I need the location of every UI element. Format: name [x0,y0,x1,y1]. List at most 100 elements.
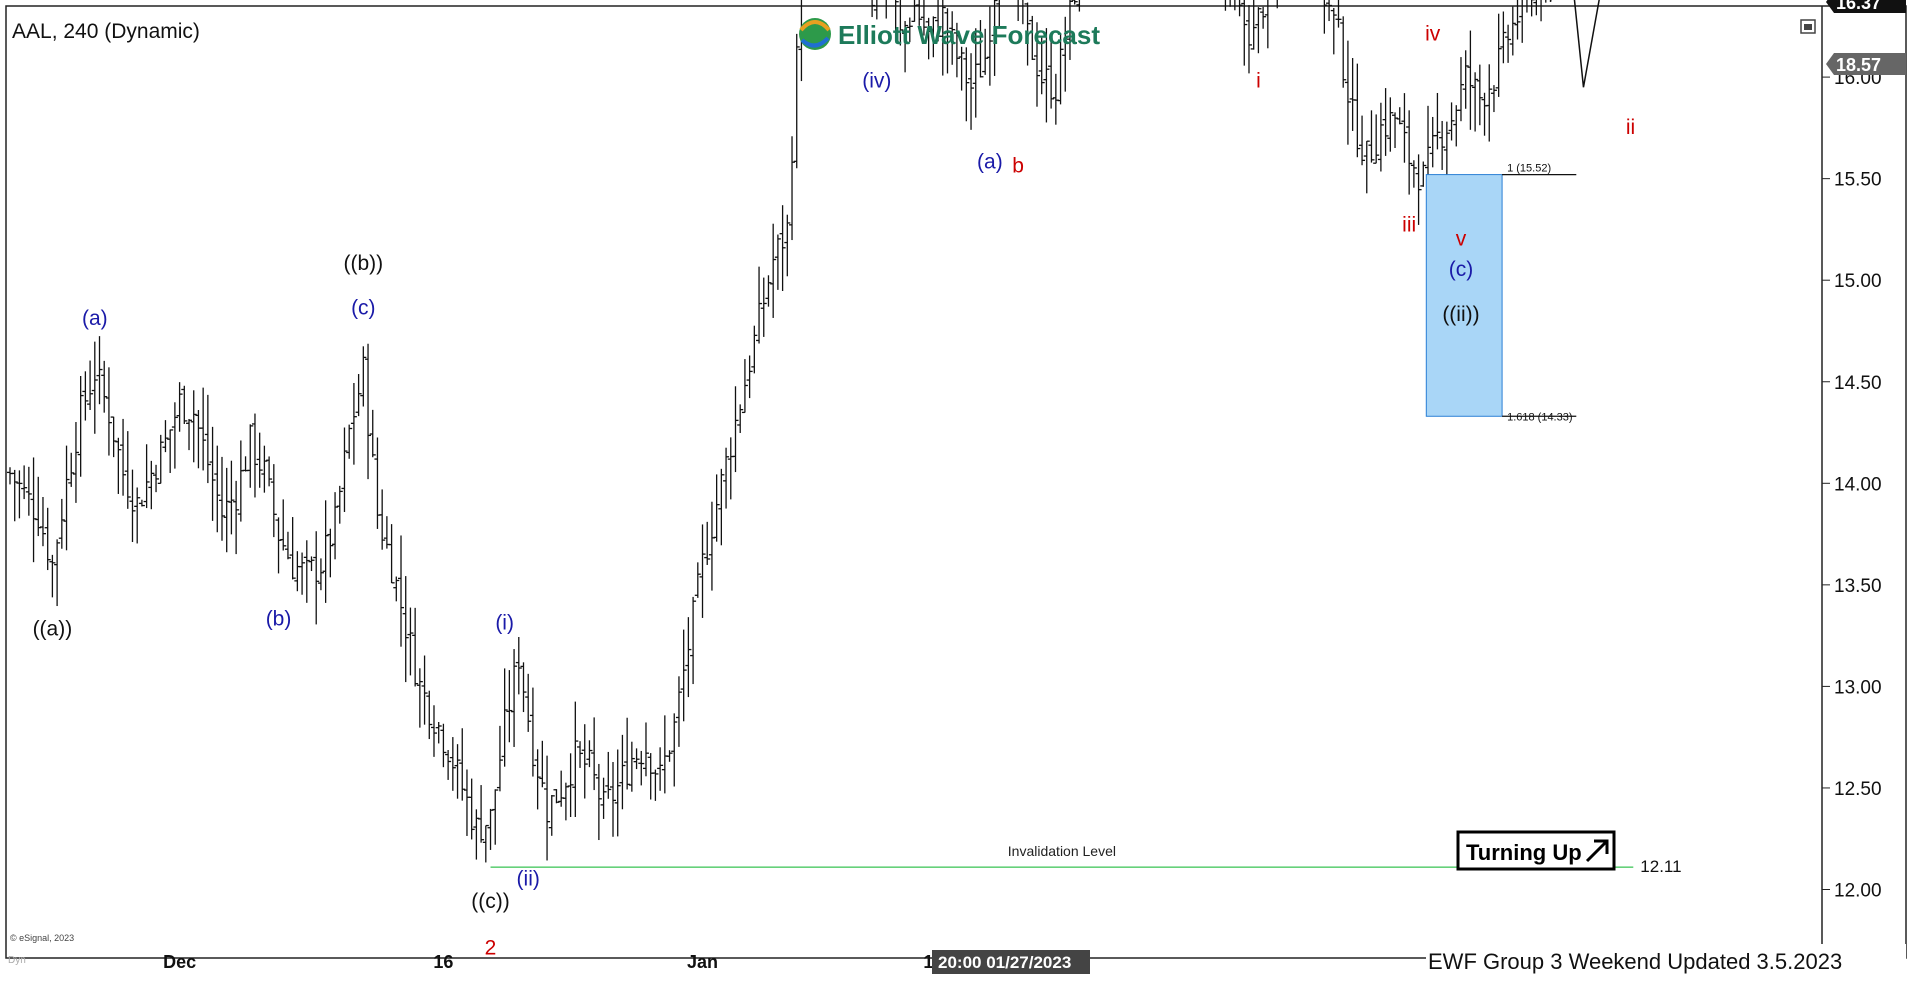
footer-note-text: EWF Group 3 Weekend Updated 3.5.2023 [1428,949,1842,974]
ohlc-bar [200,387,207,471]
ohlc-bar [1330,7,1337,55]
ohlc-bar [214,445,221,533]
ohlc-bar [1238,0,1243,17]
wave-label: ((a)) [33,618,73,641]
ohlc-bar [567,753,574,818]
ohlc-bar [16,470,23,519]
ohlc-bar [515,636,522,695]
ohlc-bar [299,552,306,595]
ohlc-bar [798,0,803,82]
wave-label: (ii) [517,867,540,890]
price-tag-last-value: 16.37 [1836,0,1881,13]
ohlc-bar [482,824,489,863]
ohlc-bar [958,46,965,91]
ohlc-bar [327,528,334,578]
ohlc-bar [871,0,876,18]
y-tick-label: 13.50 [1834,576,1882,597]
ohlc-bar [360,346,367,407]
ohlc-bar [393,576,400,602]
fib-lower-label: 1.618 (14.33) [1507,411,1572,423]
ohlc-bar [379,489,386,550]
ohlc-bar [511,649,518,747]
ohlc-bar [614,749,621,837]
y-tick-label: 14.50 [1834,373,1882,394]
ohlc-bar [902,21,909,73]
ohlc-bar [96,336,103,405]
turning-up-badge: Turning Up [1456,830,1616,871]
ohlc-bar [58,498,65,549]
copyright-text: © eSignal, 2023 [10,933,74,943]
ohlc-bar [332,492,339,560]
brand-logo: Elliott Wave Forecast [799,18,1100,50]
ohlc-bar [671,713,678,787]
ohlc-bar [1022,0,1024,25]
ohlc-bar [303,540,310,603]
ohlc-bar [157,434,164,485]
ohlc-bar [600,777,607,819]
ohlc-bar [873,0,878,20]
ohlc-bar [553,789,560,804]
ohlc-bar [138,499,145,507]
ohlc-bar [134,487,141,544]
ohlc-bar [944,8,951,74]
ohlc-bar [388,524,395,584]
ohlc-bar [317,558,324,591]
ohlc-bar [275,517,282,574]
ohlc-bar [1340,16,1347,88]
ohlc-bar [765,275,772,307]
ohlc-bar [906,17,913,43]
ohlc-bar [529,687,536,777]
ohlc-bar [1043,28,1050,123]
ohlc-bar [1066,0,1073,60]
ohlc-bar [407,607,414,676]
y-axis-ticks: 12.00 12.50 13.00 13.50 14.00 14.50 15.00 15.50… [1822,68,1882,902]
ohlc-bar [308,556,315,572]
invalidation-level: Invalidation Level 12.11 [490,843,1682,876]
ohlc-bar [416,668,423,728]
ohlc-bar [1472,72,1479,132]
ohlc-bar [751,325,758,374]
ohlc-bar [412,607,419,687]
ohlc-bar [1406,110,1413,195]
ohlc-bar [642,722,649,777]
ohlc-bar [176,382,183,432]
ohlc-bar [440,723,447,768]
ohlc-bar [1029,15,1036,60]
ohlc-bar [1490,85,1497,113]
ohlc-bar [899,0,904,46]
ohlc-bar [1344,40,1351,145]
ohlc-bar [68,452,75,487]
x-tick-label: Jan [687,952,718,972]
ohlc-bar [685,617,692,698]
ohlc-bar [171,402,178,469]
ohlc-bar [1495,13,1502,97]
maximize-icon[interactable] [1800,19,1816,34]
ohlc-bar [82,371,89,421]
ohlc-bar [605,751,612,799]
fib-upper-label: 1 (15.52) [1507,163,1551,175]
ohlc-bar [280,499,287,551]
ohlc-bar [581,724,588,799]
ohlc-bar [539,740,546,788]
price-tag-high: 18.57 [1826,53,1906,75]
y-tick-label: 15.00 [1834,271,1882,292]
wave-label: i [1256,69,1261,92]
wave-label: ((b)) [343,252,383,275]
ohlc-bar [713,474,720,542]
ohlc-bar [1401,93,1408,163]
wave-label: (iv) [862,69,891,92]
turning-up-text: Turning Up [1466,840,1582,865]
ohlc-bar [1354,63,1361,158]
ohlc-bar [1250,0,1257,50]
ohlc-bar [1500,11,1507,64]
ohlc-bar [120,418,127,496]
ohlc-bar [54,539,61,607]
ohlc-bar [1457,57,1464,122]
ohlc-bar [986,6,993,86]
ohlc-bar [991,0,998,76]
ohlc-bar [793,33,800,169]
wave-label: iii [1402,213,1416,236]
wave-label: (c) [1449,258,1474,281]
